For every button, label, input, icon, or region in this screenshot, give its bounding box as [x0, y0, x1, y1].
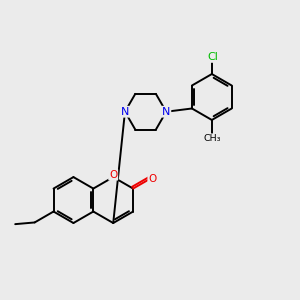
- Text: O: O: [148, 174, 157, 184]
- Text: N: N: [162, 107, 170, 117]
- Text: Cl: Cl: [207, 52, 218, 62]
- Text: N: N: [121, 107, 129, 117]
- Text: O: O: [109, 170, 117, 180]
- Text: CH₃: CH₃: [203, 134, 220, 143]
